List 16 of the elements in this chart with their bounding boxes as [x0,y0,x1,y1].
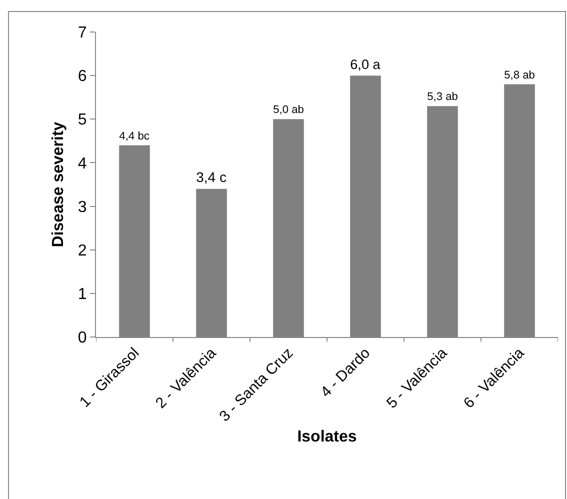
y-tick-label: 0 [78,330,87,347]
y-tick-label: 2 [78,242,87,260]
y-tick-label: 4 [78,155,87,172]
y-tick-label: 1 [78,286,87,304]
data-label: 5,3 ab [427,91,458,104]
data-label: 6,0 a [350,56,381,72]
data-label: 5,8 ab [504,69,535,82]
y-axis-title: Disease severity [50,122,67,248]
data-label: 3,4 c [196,169,226,186]
x-axis-title: Isolates [297,428,357,446]
y-tick-label: 3 [78,198,87,216]
data-label: 4,4 bc [119,130,150,142]
data-label: 5,0 ab [273,104,304,116]
y-tick-label: 5 [78,112,87,129]
y-tick-label: 6 [78,68,87,86]
y-tick-label: 7 [78,24,87,42]
